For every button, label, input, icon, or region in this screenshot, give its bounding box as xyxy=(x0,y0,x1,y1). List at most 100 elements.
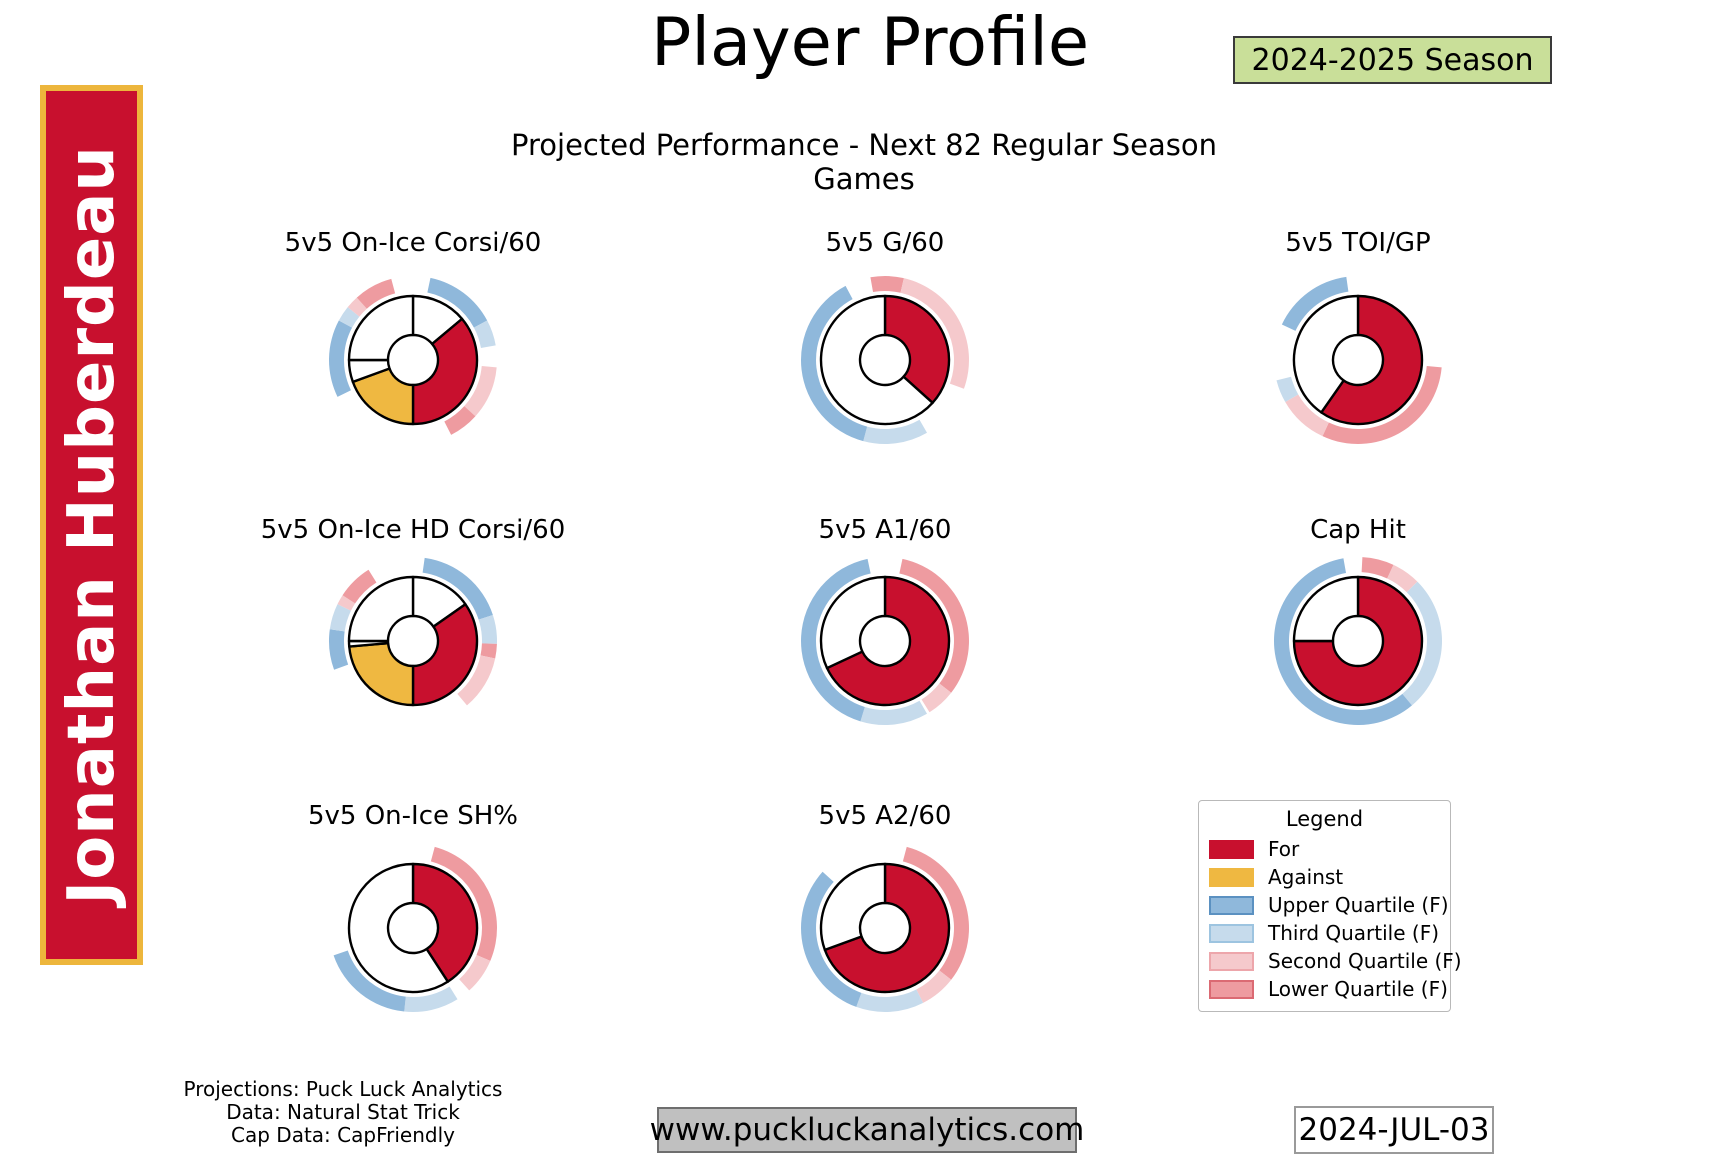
credit-data: Data: Natural Stat Trick xyxy=(226,1100,460,1124)
website-box: www.puckluckanalytics.com xyxy=(650,1107,1084,1153)
donut-wedge-for xyxy=(823,862,951,994)
donut-chart xyxy=(1276,276,1442,444)
quartile-arc-second xyxy=(900,278,969,389)
quartile-arc-third xyxy=(1276,376,1299,402)
legend-items: For Against Upper Quartile (F) Third Quarti… xyxy=(1209,835,1462,1003)
quartile-arc-third xyxy=(329,604,351,632)
quartile-arc-lower xyxy=(1361,557,1394,579)
quartile-arc-lower xyxy=(480,643,497,659)
donut-wedge-for xyxy=(825,575,951,707)
quartile-arc-lower xyxy=(444,406,476,435)
donut-wedge-none xyxy=(347,862,450,994)
donut-wedge-none xyxy=(819,294,934,426)
donut-wedge-for xyxy=(411,603,479,707)
page-title: Player Profile xyxy=(650,3,1090,81)
donut-wedge-for xyxy=(883,294,951,405)
legend-box: Legend For Against Upper Quartile (F) Third… xyxy=(1198,800,1462,1012)
chart-title: 5v5 G/60 xyxy=(825,228,945,258)
quartile-arc-upper xyxy=(1281,276,1349,331)
quartile-arc-second xyxy=(916,970,952,1003)
quartile-arc-second xyxy=(347,297,367,317)
legend-item: Second Quartile (F) xyxy=(1209,947,1462,975)
legend-label: Upper Quartile (F) xyxy=(1268,893,1449,917)
footer-credits: Projections: Puck Luck Analytics Data: N… xyxy=(163,1078,523,1147)
quartile-arc-second xyxy=(921,683,952,713)
donut-wedge-none xyxy=(347,294,415,362)
quartile-arc-third xyxy=(856,989,924,1012)
donut-chart xyxy=(800,276,969,445)
quartile-arc-lower xyxy=(902,846,970,980)
quartile-arc-second xyxy=(1387,564,1418,593)
chart-title: 5v5 On-Ice Corsi/60 xyxy=(284,228,542,258)
legend-item: Lower Quartile (F) xyxy=(1209,975,1448,1003)
quartile-arc-third xyxy=(1402,581,1443,706)
quartile-arc-lower xyxy=(1322,366,1442,444)
legend-item: Third Quartile (F) xyxy=(1209,919,1440,947)
quartile-arc-upper xyxy=(333,950,406,1012)
donut-chart xyxy=(333,846,497,1013)
donut-wedge-for xyxy=(411,317,479,426)
donut-chart xyxy=(1273,557,1443,726)
season-badge-label: 2024-2025 Season xyxy=(1251,42,1534,78)
credit-projections: Projections: Puck Luck Analytics xyxy=(183,1077,503,1101)
chart-title: 5v5 TOI/GP xyxy=(1285,228,1431,258)
quartile-arc-second xyxy=(337,595,356,611)
donut-wedge-none xyxy=(1292,575,1360,643)
quartile-arc-third xyxy=(404,986,458,1013)
website-url: www.puckluckanalytics.com xyxy=(649,1112,1085,1148)
quartile-arc-upper xyxy=(422,557,493,620)
legend-swatch xyxy=(1209,951,1254,971)
donut-chart xyxy=(329,557,498,707)
legend-label: Third Quartile (F) xyxy=(1268,921,1439,945)
chart-title: 5v5 On-Ice HD Corsi/60 xyxy=(260,515,566,545)
chart-title: Cap Hit xyxy=(1310,515,1406,545)
donut-wedge-against xyxy=(348,641,415,707)
legend-label: Second Quartile (F) xyxy=(1268,949,1462,973)
quartile-arc-upper xyxy=(329,629,349,670)
legend-title: Legend xyxy=(1285,807,1364,831)
quartile-arc-third xyxy=(478,615,498,644)
season-badge: 2024-2025 Season xyxy=(1233,36,1552,84)
donut-wedge-for xyxy=(1292,575,1424,707)
quartile-arc-third xyxy=(863,419,927,445)
quartile-arc-third xyxy=(473,320,496,349)
donut-wedge-none xyxy=(819,862,887,952)
report-date: 2024-JUL-03 xyxy=(1298,1112,1490,1148)
donut-chart xyxy=(801,846,970,1012)
credit-cap-data: Cap Data: CapFriendly xyxy=(231,1123,455,1147)
donut-chart xyxy=(328,277,497,435)
player-name-banner: Jonathan Huberdeau xyxy=(40,85,143,965)
legend-label: For xyxy=(1268,837,1300,861)
player-name: Jonathan Huberdeau xyxy=(54,145,129,905)
chart-title: 5v5 On-Ice SH% xyxy=(307,801,519,831)
quartile-arc-lower xyxy=(430,846,497,961)
quartile-arc-upper xyxy=(328,320,353,397)
legend-item: For xyxy=(1209,835,1440,863)
donut-wedge-none xyxy=(1292,294,1360,414)
quartile-arc-upper xyxy=(801,558,871,722)
quartile-arc-third xyxy=(338,307,360,328)
legend-swatch xyxy=(1209,923,1254,943)
legend-label: Lower Quartile (F) xyxy=(1268,977,1448,1001)
quartile-arc-second xyxy=(1285,394,1329,437)
donut-chart xyxy=(801,558,969,726)
legend-label: Against xyxy=(1268,865,1344,889)
donut-wedge-none xyxy=(347,575,415,643)
legend-swatch xyxy=(1209,895,1254,915)
quartile-arc-upper xyxy=(1273,558,1412,726)
donut-wedge-for xyxy=(1320,294,1424,426)
quartile-arc-lower xyxy=(899,558,969,693)
quartile-arc-lower xyxy=(356,278,396,309)
quartile-arc-second xyxy=(457,655,496,706)
legend-swatch xyxy=(1209,979,1254,999)
legend-item: Upper Quartile (F) xyxy=(1209,891,1449,919)
quartile-arc-lower xyxy=(342,569,377,604)
quartile-arc-second xyxy=(459,954,491,991)
legend-item: Against xyxy=(1209,863,1440,891)
donut-wedge-none xyxy=(819,575,887,670)
quartile-arc-upper xyxy=(427,277,488,328)
quartile-arc-second xyxy=(464,366,497,417)
date-box: 2024-JUL-03 xyxy=(1294,1106,1494,1154)
legend-swatch xyxy=(1209,867,1254,887)
page-subtitle: Projected Performance - Next 82 Regular … xyxy=(511,128,1217,196)
